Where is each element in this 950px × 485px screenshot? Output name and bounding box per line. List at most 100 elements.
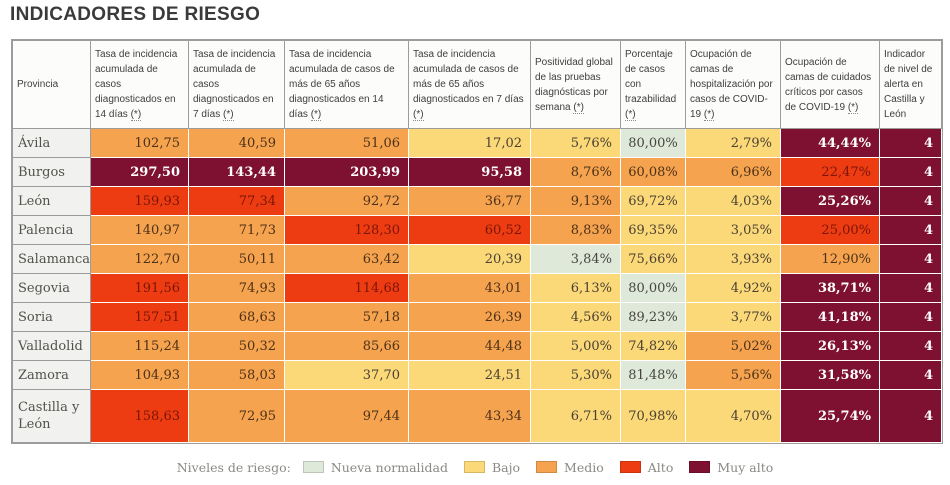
table-cell: 77,34	[188, 186, 285, 216]
table-cell: 8,83%	[530, 215, 621, 245]
province-cell: Castilla y León	[12, 389, 91, 443]
table-cell: 6,13%	[530, 273, 621, 303]
footnote-marker[interactable]: (*)	[625, 109, 636, 121]
table-cell: 57,18	[284, 302, 409, 332]
table-cell: 60,52	[408, 215, 531, 245]
risk-table: Provincia Tasa de incidencia acumulada de…	[11, 39, 943, 444]
table-cell: 26,39	[408, 302, 531, 332]
table-cell: 6,71%	[530, 389, 621, 443]
table-cell: 4	[879, 215, 942, 245]
table-cell: 92,72	[284, 186, 409, 216]
legend-swatch-bajo	[464, 461, 485, 473]
table-cell: 8,76%	[530, 157, 621, 187]
column-header-label: Porcentaje de casos con trazabilidad	[625, 49, 677, 105]
table-cell: 25,26%	[780, 186, 880, 216]
table-cell: 26,13%	[780, 331, 880, 361]
header-row: Provincia Tasa de incidencia acumulada de…	[12, 40, 942, 129]
table-cell: 2,79%	[685, 128, 781, 158]
table-cell: 157,51	[90, 302, 189, 332]
table-cell: 38,71%	[780, 273, 880, 303]
table-cell: 114,68	[284, 273, 409, 303]
table-header: Provincia Tasa de incidencia acumulada de…	[12, 40, 942, 129]
footnote-marker[interactable]: (*)	[847, 101, 859, 114]
table-cell: 4	[879, 360, 942, 390]
legend-swatch-nueva	[302, 461, 324, 473]
table-cell: 22,47%	[780, 157, 880, 187]
risk-legend: Niveles de riesgo: Nueva normalidad Bajo M…	[0, 455, 950, 479]
province-cell: Ávila	[12, 128, 91, 158]
table-row: Zamora 104,93 58,03 37,70 24,51 5,30% 81,48% 5,…	[12, 360, 942, 390]
table-cell: 143,44	[188, 157, 285, 187]
table-cell: 71,73	[188, 215, 285, 245]
table-cell: 43,01	[408, 273, 531, 303]
table-cell: 6,96%	[685, 157, 781, 187]
table-body: Ávila 102,75 40,59 51,06 17,02 5,76% 80,00% 2,7…	[12, 128, 942, 443]
table-cell: 95,58	[408, 157, 531, 187]
table-cell: 89,23%	[620, 302, 686, 332]
column-header: Tasa de incidencia acumulada de casos de…	[284, 40, 409, 129]
table-row: Ávila 102,75 40,59 51,06 17,02 5,76% 80,00% 2,7…	[12, 128, 942, 158]
table-cell: 70,98%	[620, 389, 686, 443]
column-header-label: Ocupación de camas de hospitalización po…	[690, 49, 773, 120]
table-cell: 4	[879, 157, 942, 187]
legend-label: Niveles de riesgo:	[176, 459, 291, 475]
table-cell: 4	[879, 389, 942, 443]
table-cell: 44,48	[408, 331, 531, 361]
province-cell: Burgos	[12, 157, 91, 187]
table-cell: 81,48%	[620, 360, 686, 390]
column-header-label: Tasa de incidencia acumulada de casos di…	[193, 49, 276, 120]
column-header-label: Positividad global de las pruebas diagnó…	[535, 56, 613, 113]
table-cell: 80,00%	[620, 128, 686, 158]
table-cell: 158,63	[90, 389, 189, 443]
column-header: Provincia	[12, 40, 91, 129]
table-cell: 58,03	[188, 360, 285, 390]
table-cell: 297,50	[90, 157, 189, 187]
table-cell: 74,82%	[620, 331, 686, 361]
province-cell: Valladolid	[12, 331, 91, 361]
table-cell: 5,02%	[685, 331, 781, 361]
footnote-marker[interactable]: (*)	[413, 109, 424, 121]
province-cell: Segovia	[12, 273, 91, 303]
table-cell: 3,77%	[685, 302, 781, 332]
table-cell: 159,93	[90, 186, 189, 216]
table-cell: 75,66%	[620, 244, 686, 274]
table-cell: 203,99	[284, 157, 409, 187]
footnote-marker[interactable]: (*)	[573, 101, 584, 114]
table-cell: 97,44	[284, 389, 409, 443]
footnote-marker[interactable]: (*)	[130, 109, 142, 121]
table-cell: 85,66	[284, 331, 409, 361]
table-cell: 5,76%	[530, 128, 621, 158]
legend-item-label: Alto	[647, 459, 674, 475]
table-cell: 40,59	[188, 128, 285, 158]
legend-item-label: Medio	[564, 459, 604, 475]
footnote-marker[interactable]: (*)	[223, 109, 234, 121]
column-header-label: Tasa de incidencia acumulada de casos di…	[95, 49, 178, 120]
page-title: INDICADORES DE RIESGO	[10, 4, 261, 25]
column-header: Tasa de incidencia acumulada de casos di…	[188, 40, 285, 129]
table-row: León 159,93 77,34 92,72 36,77 9,13% 69,72% 4,03…	[12, 186, 942, 216]
footnote-marker[interactable]: (*)	[310, 109, 322, 121]
table-cell: 5,30%	[530, 360, 621, 390]
table-row: Castilla y León 158,63 72,95 97,44 43,34 6,71…	[12, 389, 942, 443]
table-row: Burgos 297,50 143,44 203,99 95,58 8,76% 60,08%…	[12, 157, 942, 187]
column-header: Ocupación de camas de cuidados críticos …	[780, 40, 880, 129]
footnote-marker[interactable]: (*)	[703, 109, 715, 121]
table-cell: 128,30	[284, 215, 409, 245]
table-cell: 4	[879, 302, 942, 332]
table-cell: 25,00%	[780, 215, 880, 245]
legend-item-label: Nueva normalidad	[330, 459, 448, 475]
table-cell: 4	[879, 186, 942, 216]
legend-item-label: Bajo	[492, 459, 521, 475]
table-cell: 43,34	[408, 389, 531, 443]
table-cell: 63,42	[284, 244, 409, 274]
table-cell: 102,75	[90, 128, 189, 158]
legend-item: Nueva normalidad	[302, 459, 448, 475]
column-header: Positividad global de las pruebas diagnó…	[530, 40, 621, 129]
table-cell: 80,00%	[620, 273, 686, 303]
column-header: Tasa de incidencia acumulada de casos di…	[90, 40, 189, 129]
table-cell: 44,44%	[780, 128, 880, 158]
table-cell: 122,70	[90, 244, 189, 274]
province-cell: Palencia	[12, 215, 91, 245]
table-cell: 3,84%	[530, 244, 621, 274]
